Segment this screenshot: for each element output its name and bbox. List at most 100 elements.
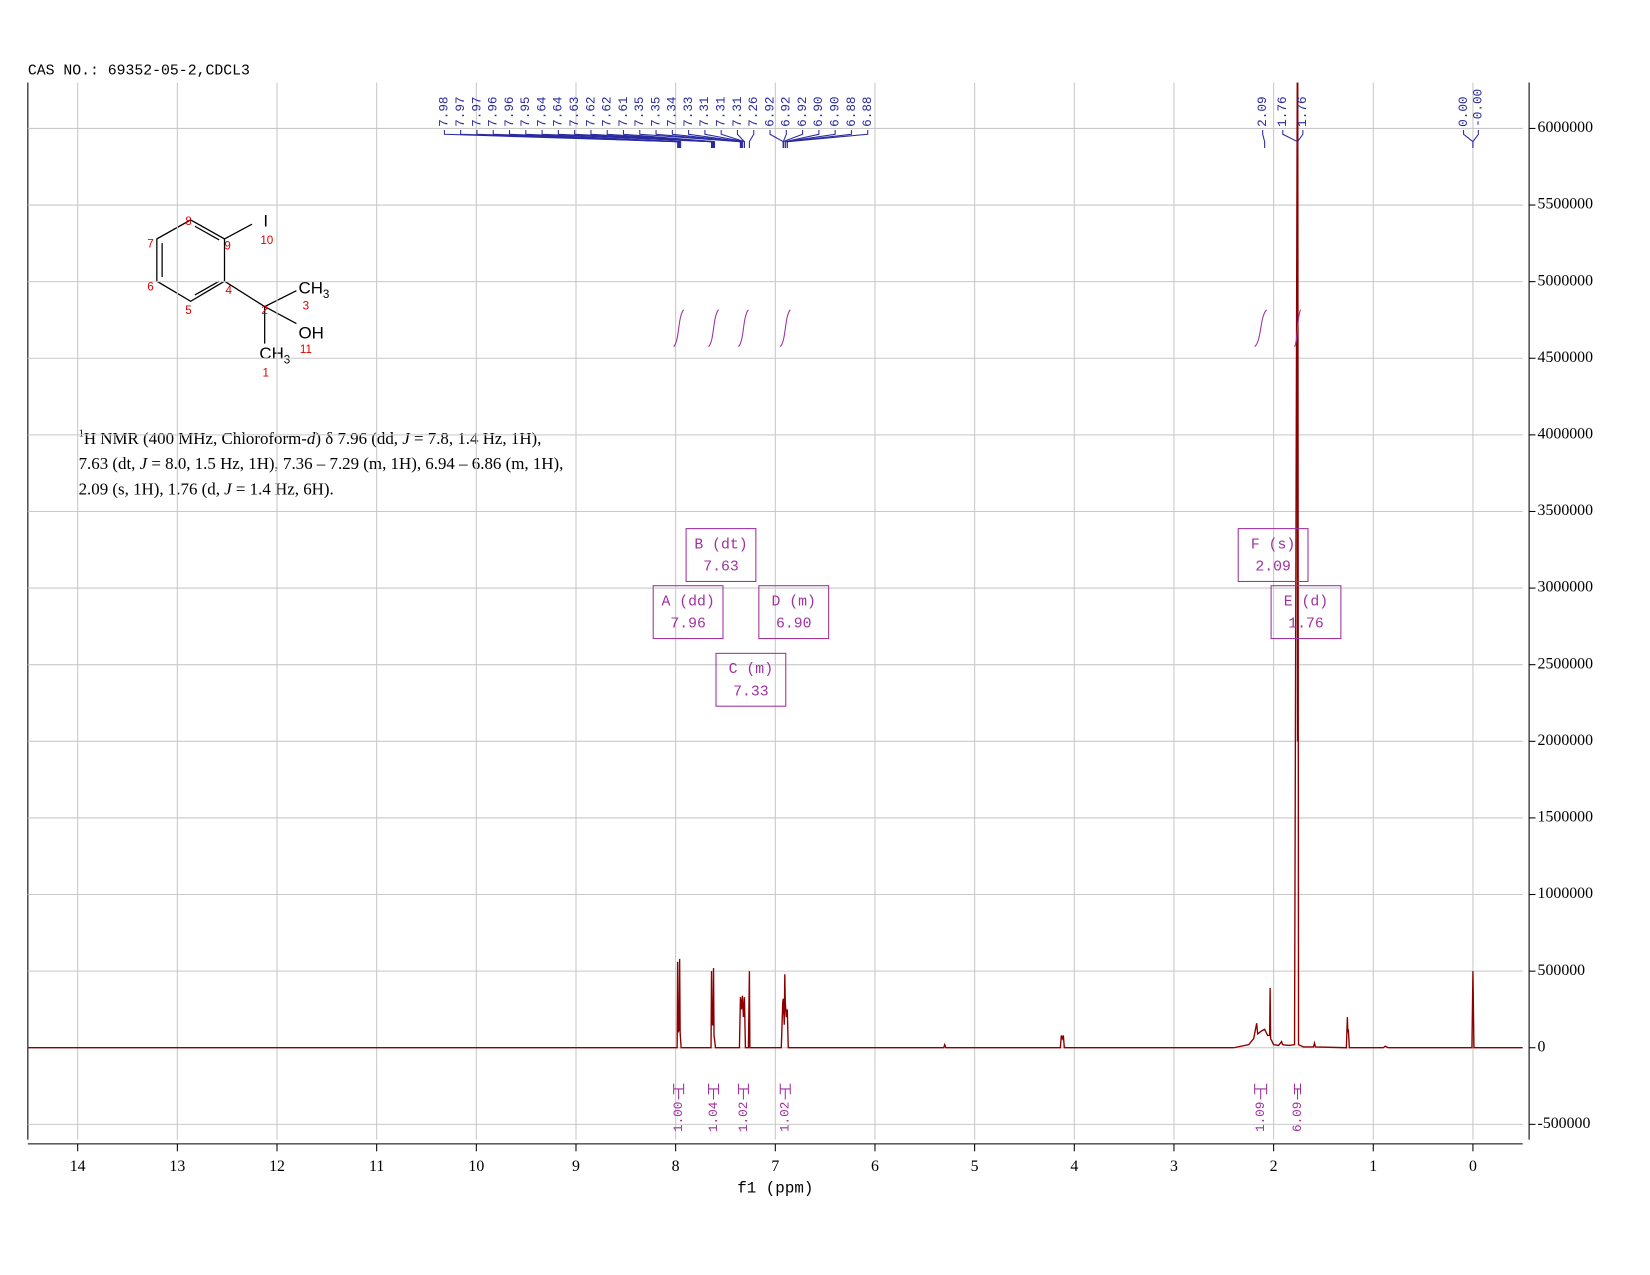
atom-number: 9	[224, 239, 230, 252]
peak-connector	[525, 130, 682, 149]
text: 7.63 (dt,	[79, 454, 140, 473]
bonds	[156, 219, 297, 344]
peak-label: 7.26	[746, 96, 761, 126]
peak-connector	[786, 130, 869, 149]
atom-number: 1	[262, 366, 268, 379]
description-line: 1H NMR (400 MHz, Chloroform-d) δ 7.96 (d…	[79, 429, 542, 448]
multiplet-name: F (s)	[1251, 537, 1295, 553]
atom-number: 2	[261, 304, 267, 317]
spectrum-line	[27, 82, 1523, 1049]
description-line: 7.63 (dt, J = 8.0, 1.5 Hz, 1H), 7.36 – 7…	[79, 454, 564, 473]
multiplet-name: C (m)	[729, 662, 773, 678]
peak-label: 7.63	[567, 96, 582, 126]
x-tick-label: 13	[169, 1158, 185, 1175]
atom-number: 5	[185, 304, 191, 317]
integral-curve	[1254, 309, 1268, 348]
peak-label: 7.31	[714, 96, 729, 126]
peak-connector	[688, 130, 743, 149]
group: CH3	[259, 345, 290, 367]
peak-label: 6.90	[811, 96, 826, 126]
integral-label: 1.02	[778, 1102, 793, 1132]
y-tick-label: 5000000	[1538, 272, 1594, 289]
x-tick-label: 4	[1070, 1158, 1078, 1175]
subscript: 3	[284, 354, 290, 367]
y-tick-label: 4000000	[1538, 426, 1594, 443]
integral-label: 1.00	[671, 1102, 686, 1132]
peak-label: 1.76	[1275, 96, 1290, 126]
x-tick-label: 3	[1170, 1158, 1178, 1175]
multiplet-shift: 7.63	[703, 560, 739, 576]
x-tick-label: 9	[572, 1158, 580, 1175]
peak-label: 0.00	[1456, 96, 1471, 126]
integral-bracket	[737, 1083, 749, 1100]
y-tick-label: 3500000	[1538, 502, 1594, 519]
multiplet-box	[685, 528, 757, 582]
peak-label: 2.09	[1255, 96, 1270, 126]
peak-connector	[748, 130, 755, 149]
y-tick-label: 2500000	[1538, 655, 1594, 672]
peak-connector	[622, 130, 716, 149]
peak-connector	[1262, 130, 1266, 149]
grid: 14 13 12 11 10 9 8 7 6 5 4 3 2 1 0-5000000500000100000…	[27, 82, 1594, 1175]
x-tick-label: 2	[1270, 1158, 1278, 1175]
multiplet-name: B (dt)	[694, 537, 747, 553]
x-tick-label: 14	[70, 1158, 86, 1175]
y-tick-label: 2000000	[1538, 732, 1594, 749]
integral-curve	[738, 309, 749, 348]
atom-number: 7	[147, 237, 153, 250]
integral-label: 1.02	[736, 1102, 751, 1132]
peak-label: 7.96	[486, 96, 501, 126]
integral-label: 1.09	[1253, 1102, 1268, 1132]
x-tick-label: 1	[1369, 1158, 1377, 1175]
peak-connector	[1472, 130, 1479, 149]
atom-number: 11	[300, 343, 312, 356]
peak-label: 7.96	[502, 96, 517, 126]
multiplet-box	[652, 585, 724, 640]
multiplet-name: E (d)	[1284, 594, 1328, 610]
integral-bracket	[673, 1083, 685, 1100]
x-tick-label: 10	[468, 1158, 484, 1175]
y-tick-label: 5500000	[1538, 196, 1594, 213]
y-tick-label: 3000000	[1538, 579, 1594, 596]
multiplet-shift: 7.96	[670, 617, 706, 633]
peak-label: 7.31	[730, 96, 745, 126]
peak-label: 6.88	[860, 96, 875, 126]
atom-number: 4	[225, 284, 232, 297]
peak-connector	[606, 130, 715, 149]
text: J	[140, 454, 149, 473]
integral-curve	[1294, 309, 1302, 348]
peak-connector	[782, 130, 804, 149]
peak-label: 6.92	[779, 96, 794, 126]
group: OH	[299, 324, 324, 343]
peak-label: 6.92	[795, 96, 810, 126]
multiplet-name: A (dd)	[661, 594, 714, 610]
peak-label: 7.61	[616, 96, 631, 126]
x-tick-label: 8	[672, 1158, 680, 1175]
peak-label: 1.76	[1295, 96, 1310, 126]
text: = 7.8, 1.4 Hz, 1H),	[410, 429, 542, 448]
peak-connector	[1463, 130, 1474, 149]
multiplet-shift: 7.33	[733, 684, 769, 700]
atom-number: 10	[260, 234, 273, 247]
y-tick-label: 0	[1538, 1038, 1546, 1055]
text: ) δ 7.96 (dd,	[315, 429, 402, 448]
peak-label: 7.64	[534, 96, 549, 126]
y-tick-label: 1000000	[1538, 885, 1594, 902]
peak-label: 7.31	[697, 96, 712, 126]
multiplet-box	[1270, 585, 1342, 640]
peak-label: 6.88	[844, 96, 859, 126]
peak-label: 7.97	[469, 96, 484, 126]
x-tick-label: 12	[269, 1158, 285, 1175]
integral-curve	[673, 309, 685, 348]
multiplet-box	[758, 585, 830, 640]
atom-number: 8	[185, 215, 191, 228]
integral-bracket	[1254, 1083, 1268, 1100]
peak-connector	[655, 130, 741, 149]
multiplet-shift: 1.76	[1288, 617, 1324, 633]
group: CH	[299, 279, 323, 298]
group: I	[263, 211, 268, 230]
peak-label: 7.35	[632, 96, 647, 126]
peak-label: 7.95	[518, 96, 533, 126]
